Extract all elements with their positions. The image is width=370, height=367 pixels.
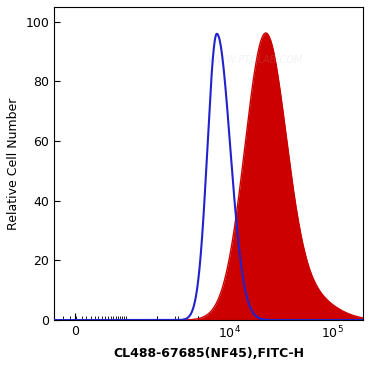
Y-axis label: Relative Cell Number: Relative Cell Number bbox=[7, 97, 20, 230]
X-axis label: CL488-67685(NF45),FITC-H: CL488-67685(NF45),FITC-H bbox=[113, 347, 304, 360]
Text: WWW.PTGLAB.COM: WWW.PTGLAB.COM bbox=[207, 55, 303, 65]
